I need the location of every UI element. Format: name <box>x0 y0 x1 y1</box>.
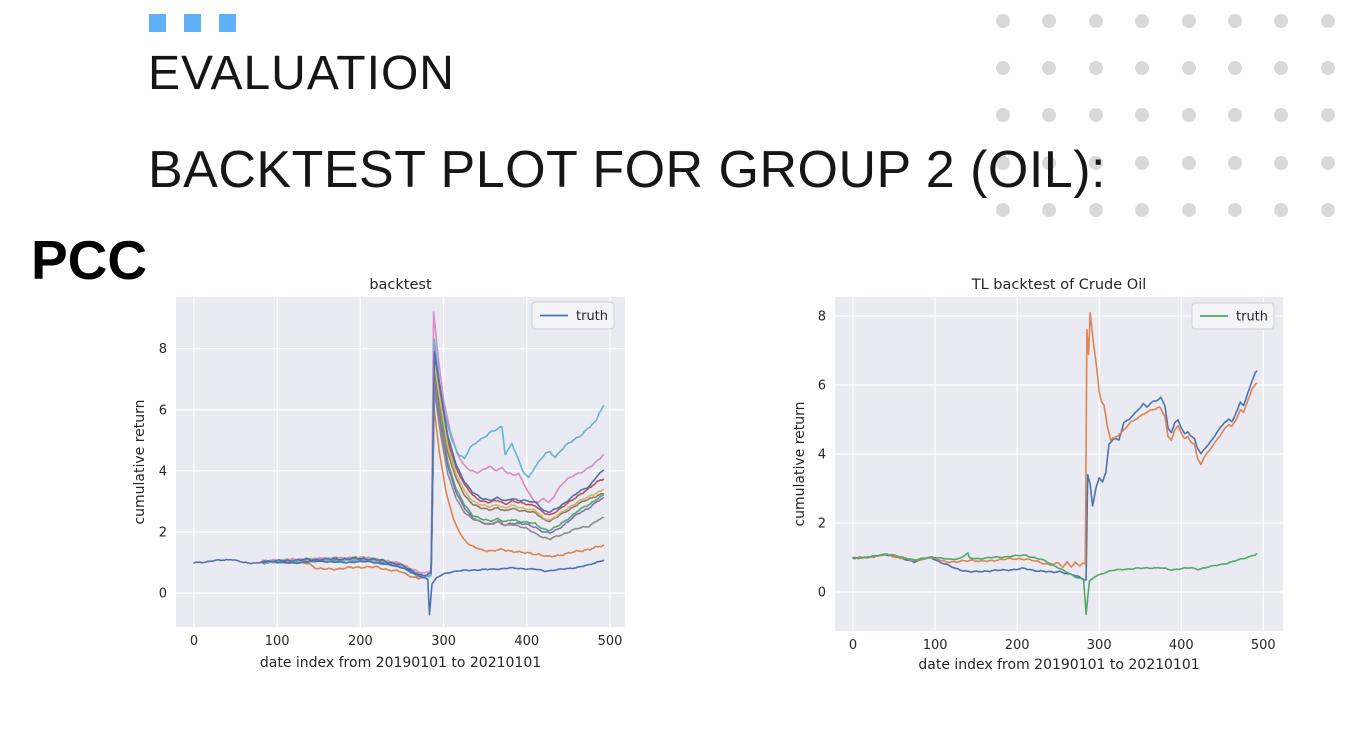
y-axis-label: cumulative return <box>792 401 808 526</box>
dot-icon <box>1181 108 1196 123</box>
dot-icon <box>1088 108 1103 123</box>
series-tl-orange <box>852 311 1258 568</box>
y-tick-label: 8 <box>818 309 826 324</box>
accent-square-icon <box>219 14 236 32</box>
x-tick-label: 200 <box>1005 638 1030 653</box>
x-tick-label: 200 <box>348 634 373 649</box>
dot-icon <box>1088 155 1103 170</box>
plot-background <box>835 297 1283 631</box>
dot-icon <box>1274 61 1289 76</box>
dot-icon <box>1042 14 1057 28</box>
dot-icon <box>1274 202 1289 217</box>
dot-icon <box>1042 108 1057 123</box>
dot-icon <box>1320 14 1335 28</box>
legend-box <box>531 301 615 330</box>
dot-icon <box>996 108 1010 123</box>
y-tick-label: 4 <box>818 447 826 462</box>
x-tick-label: 0 <box>190 634 198 649</box>
accent-square-icon <box>184 14 201 32</box>
pcc-label: PCC <box>31 229 148 291</box>
x-tick-label: 500 <box>1251 638 1276 653</box>
series-truth <box>852 552 1258 616</box>
y-tick-label: 8 <box>159 342 167 357</box>
y-axis-label: cumulative return <box>132 399 148 524</box>
dot-icon <box>1181 14 1196 28</box>
dot-icon <box>1274 14 1289 28</box>
dot-icon <box>1135 202 1150 217</box>
dot-icon <box>1320 202 1335 217</box>
y-tick-label: 6 <box>818 378 826 393</box>
x-axis-label: date index from 20190101 to 20210101 <box>260 655 541 671</box>
dot-icon <box>1320 108 1335 123</box>
y-tick-label: 0 <box>818 586 826 601</box>
dot-icon <box>1181 61 1196 76</box>
tl-backtest-chart: 0 100 200 300 400 500 0 2 4 6 8 date index from 201… <box>792 277 1283 673</box>
dot-icon <box>1228 108 1242 123</box>
x-tick-label: 500 <box>598 634 623 649</box>
dot-icon <box>1228 14 1242 28</box>
x-tick-label: 0 <box>849 638 857 653</box>
dot-icon <box>996 155 1010 170</box>
x-tick-label: 400 <box>1169 638 1194 653</box>
chart-title: backtest <box>369 277 432 293</box>
dot-icon <box>1135 108 1150 123</box>
dot-icon <box>1135 155 1150 170</box>
legend-label: truth <box>1236 310 1268 325</box>
series-model-pink <box>261 311 605 574</box>
backtest-chart: 0 100 200 300 400 500 0 2 4 6 8 date index from 201… <box>132 277 625 671</box>
dot-icon <box>1042 155 1057 170</box>
y-tick-label: 2 <box>818 517 826 532</box>
chart-title: TL backtest of Crude Oil <box>971 277 1147 293</box>
dot-icon <box>1135 61 1150 76</box>
x-tick-label: 300 <box>1087 638 1112 653</box>
legend-box <box>1191 302 1275 330</box>
page-subtitle: BACKTEST PLOT FOR GROUP 2 (OIL): <box>148 141 1106 199</box>
legend-label: truth <box>576 309 608 324</box>
dot-icon <box>1088 61 1103 76</box>
dot-icon <box>1320 61 1335 76</box>
accent-square-icon <box>149 14 166 32</box>
y-tick-label: 0 <box>159 587 167 602</box>
dot-icon <box>1088 202 1103 217</box>
dot-icon <box>1181 202 1196 217</box>
x-axis-label: date index from 20190101 to 20210101 <box>918 657 1199 673</box>
series-truth <box>193 558 605 616</box>
dot-icon <box>996 202 1010 217</box>
dot-icon <box>1088 14 1103 28</box>
dot-icon <box>1274 155 1289 170</box>
page-title: EVALUATION <box>148 47 455 100</box>
dot-icon <box>1135 14 1150 28</box>
y-tick-label: 4 <box>159 464 167 479</box>
dot-icon <box>1228 61 1242 76</box>
dot-icon <box>1228 202 1242 217</box>
x-tick-label: 300 <box>431 634 456 649</box>
series-model-blue <box>261 350 605 577</box>
dot-icon <box>1042 61 1057 76</box>
dot-icon <box>1042 202 1057 217</box>
x-tick-label: 100 <box>265 634 290 649</box>
x-tick-label: 400 <box>514 634 539 649</box>
y-tick-label: 6 <box>159 403 167 418</box>
dot-icon <box>1181 155 1196 170</box>
x-tick-label: 100 <box>923 638 948 653</box>
dot-icon <box>1274 108 1289 123</box>
y-tick-label: 2 <box>159 525 167 540</box>
dot-icon <box>1228 155 1242 170</box>
plot-background <box>176 297 625 627</box>
dot-icon <box>996 14 1010 28</box>
dot-icon <box>1320 155 1335 170</box>
dot-icon <box>996 61 1010 76</box>
